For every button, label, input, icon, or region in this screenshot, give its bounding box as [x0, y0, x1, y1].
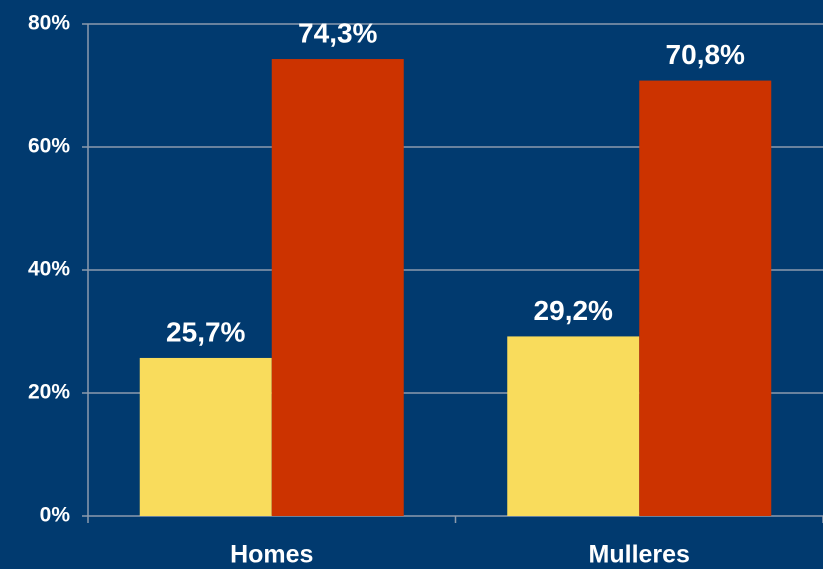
bar: [271, 59, 404, 517]
y-tick-label: 20%: [28, 381, 70, 404]
value-label: 25,7%: [166, 316, 245, 347]
value-label: 29,2%: [534, 295, 613, 326]
bar: [507, 336, 640, 516]
bar: [139, 357, 272, 516]
x-tick-label: Homes: [230, 541, 313, 569]
x-tick-label: Mulleres: [589, 541, 690, 569]
bar: [639, 80, 772, 516]
y-tick-label: 60%: [28, 135, 70, 158]
y-tick-label: 40%: [28, 258, 70, 281]
y-tick-label: 0%: [40, 504, 71, 527]
value-label: 70,8%: [666, 39, 745, 70]
value-label: 74,3%: [298, 17, 377, 48]
y-tick-label: 80%: [28, 12, 70, 35]
